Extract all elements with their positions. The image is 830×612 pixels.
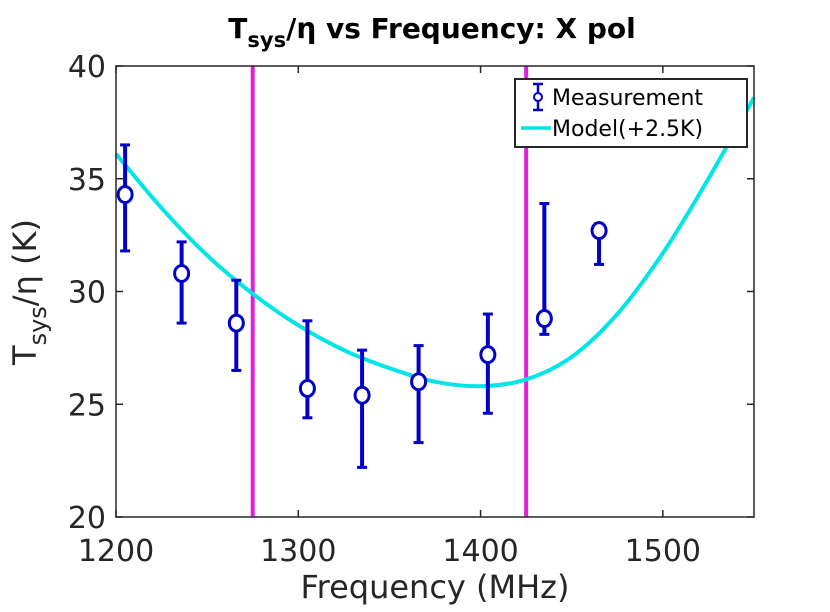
- measurement-point: [298, 319, 316, 420]
- legend-measurement-swatch: [533, 82, 543, 112]
- legend-box: [514, 78, 748, 148]
- x-axis-ticks: 1200 1300 1400 1500: [78, 66, 701, 569]
- measurement-point: [353, 348, 371, 469]
- measurement-marker: [116, 185, 134, 205]
- measurement-point: [173, 240, 191, 325]
- measurement-point: [479, 312, 497, 415]
- title-subscript: sys: [247, 28, 286, 52]
- measurement-marker: [410, 372, 428, 392]
- x-tick-label: 1200: [78, 534, 154, 569]
- x-tick-label: 1500: [625, 534, 701, 569]
- measurement-point: [535, 202, 553, 336]
- measurement-point: [590, 221, 608, 266]
- title-prefix: T: [228, 12, 247, 45]
- y-tick-label: 20: [68, 501, 106, 536]
- ylabel-suffix: /η (K): [6, 219, 44, 306]
- model-line: [114, 96, 756, 389]
- legend: Measurement Model(+2.5K): [514, 78, 748, 148]
- measurement-point: [227, 278, 245, 372]
- y-tick-label: 30: [68, 276, 106, 311]
- y-tick-label: 35: [68, 163, 106, 198]
- measurement-marker: [479, 345, 497, 365]
- chart-title: Tsys/η vs Frequency: X pol: [228, 12, 635, 52]
- measurement-point: [116, 143, 134, 253]
- measurement-series: [116, 143, 608, 469]
- measurement-marker: [353, 385, 371, 405]
- x-tick-label: 1300: [260, 534, 336, 569]
- measurement-marker: [227, 313, 245, 333]
- y-axis-ticks: 20 25 30 35 40: [68, 50, 754, 536]
- title-suffix: /η vs Frequency: X pol: [286, 12, 636, 45]
- measurement-marker: [298, 378, 316, 398]
- measurement-marker: [590, 221, 608, 241]
- axes-box: [115, 65, 755, 518]
- y-tick-label: 25: [68, 388, 106, 423]
- x-tick-label: 1400: [442, 534, 518, 569]
- y-tick-label: 40: [68, 50, 106, 85]
- legend-measurement-label: Measurement: [552, 86, 703, 111]
- measurement-point: [410, 344, 428, 445]
- x-axis-label: Frequency (MHz): [301, 568, 570, 606]
- model-series: [114, 96, 756, 389]
- measurement-marker: [173, 263, 191, 283]
- ylabel-prefix: T: [6, 345, 44, 366]
- measurement-marker: [535, 309, 553, 329]
- y-axis-label: Tsys/η (K): [6, 219, 52, 366]
- legend-model-label: Model(+2.5K): [552, 117, 703, 142]
- ylabel-subscript: sys: [24, 306, 52, 345]
